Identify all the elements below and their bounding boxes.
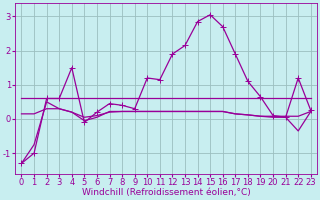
X-axis label: Windchill (Refroidissement éolien,°C): Windchill (Refroidissement éolien,°C) [82,188,251,197]
